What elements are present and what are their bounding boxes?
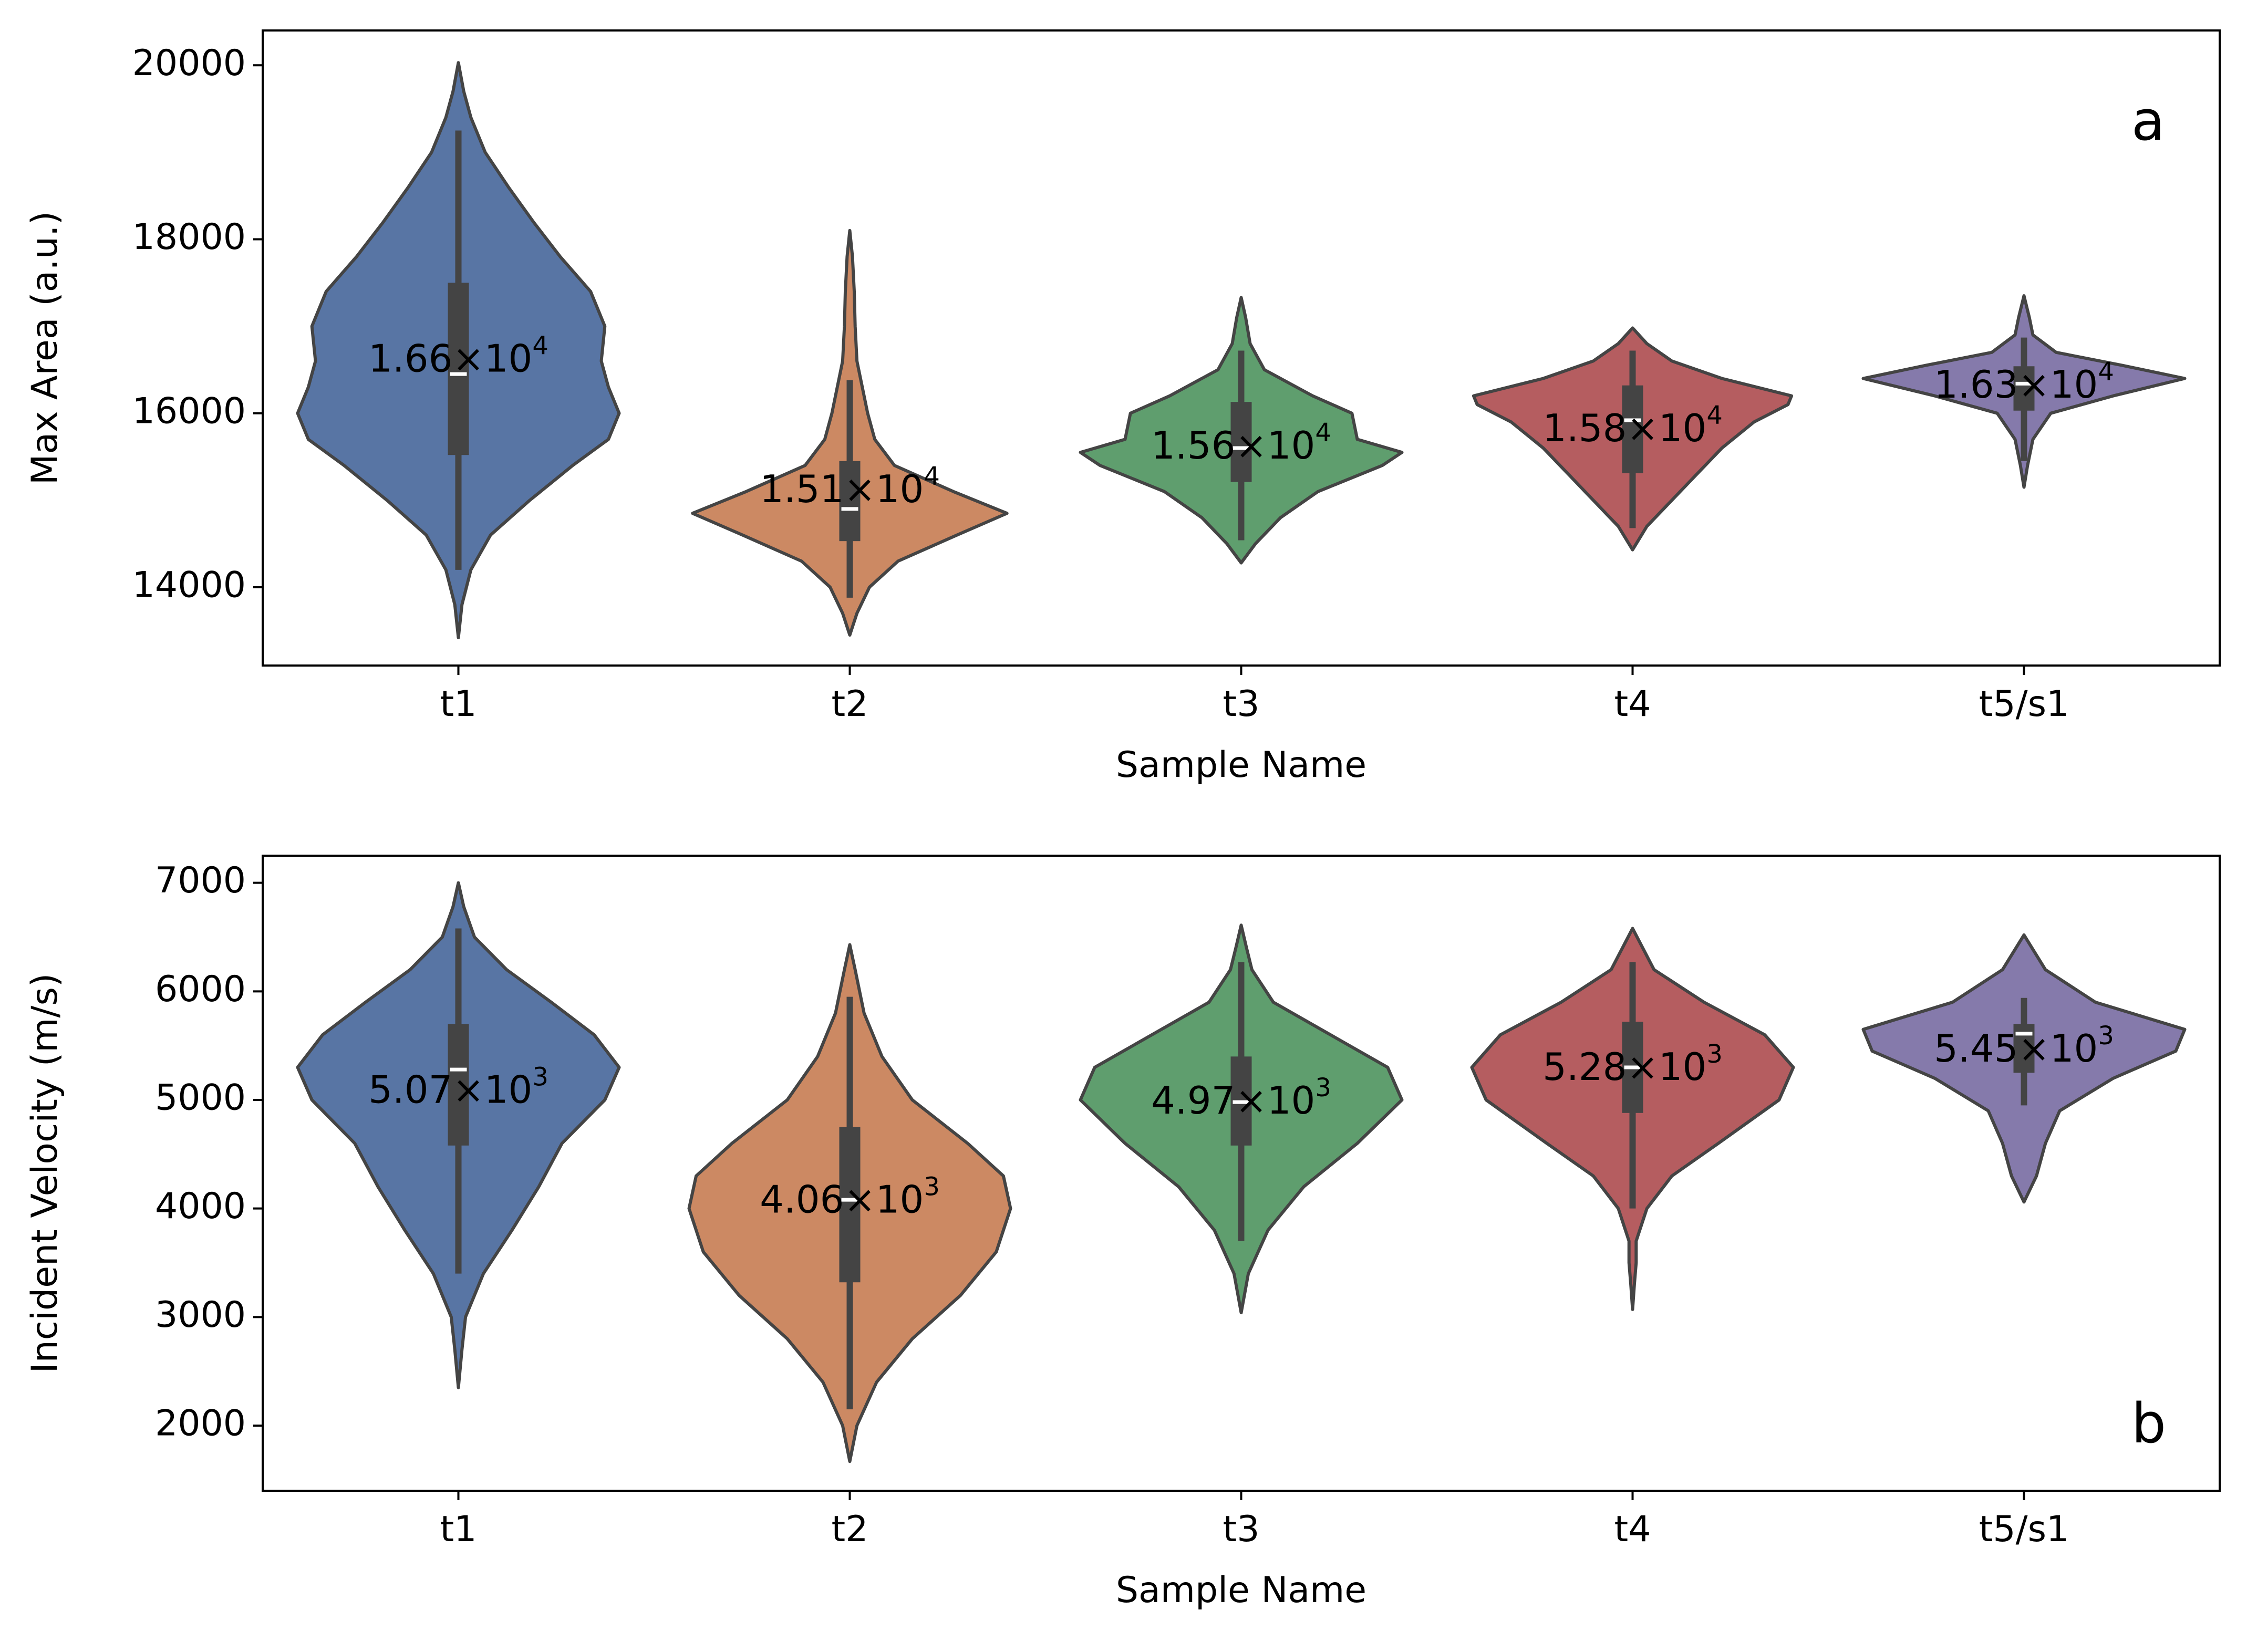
panel-a: 1.66×104 1.51×104 1.56×104 1.58×104 1.63×104… — [24, 29, 2221, 786]
violin-box — [839, 1127, 861, 1283]
y-tick-label: 18000 — [132, 216, 246, 258]
violin-t3: 4.97×103 — [1079, 923, 1404, 1315]
violin-box — [448, 283, 469, 455]
violin-t4: 1.58×104 — [1472, 326, 1794, 552]
violin-box — [448, 1024, 469, 1146]
violin-t4: 5.28×103 — [1470, 927, 1795, 1311]
mean-label: 1.51×104 — [760, 462, 940, 511]
violin-t5-s1: 1.63×104 — [1861, 294, 2187, 489]
y-tick-label: 7000 — [155, 860, 246, 901]
y-axis-title: Incident Velocity (m/s) — [24, 973, 66, 1374]
x-tick-label: t2 — [832, 1509, 868, 1550]
y-tick-label: 14000 — [132, 564, 246, 606]
violin-t5-s1: 5.45×103 — [1861, 933, 2187, 1204]
mean-label: 5.07×103 — [368, 1063, 548, 1112]
x-axis-title: Sample Name — [1116, 1570, 1366, 1611]
x-tick-label: t3 — [1223, 1509, 1260, 1550]
panel-letter: a — [2131, 89, 2165, 153]
x-tick-label: t1 — [440, 683, 477, 725]
mean-label: 1.63×104 — [1934, 357, 2114, 407]
violin-box — [1230, 402, 1252, 482]
x-tick-label: t5/s1 — [1979, 683, 2069, 725]
mean-label: 5.45×103 — [1934, 1021, 2114, 1071]
mean-label: 4.97×103 — [1151, 1073, 1331, 1123]
y-tick-label: 20000 — [132, 43, 246, 84]
y-tick-label: 3000 — [155, 1294, 246, 1336]
violin-box — [1622, 385, 1643, 473]
violin-t1: 5.07×103 — [296, 881, 621, 1389]
violin-t1: 1.66×104 — [296, 61, 621, 639]
x-tick-label: t2 — [832, 683, 868, 725]
panel-b: 5.07×103 4.06×103 4.97×103 5.28×103 5.45×103… — [24, 855, 2221, 1611]
violin-box — [839, 461, 861, 542]
y-tick-label: 5000 — [155, 1077, 246, 1119]
violin-t2: 1.51×104 — [691, 228, 1009, 637]
mean-label: 1.58×104 — [1542, 401, 1723, 450]
x-tick-label: t4 — [1614, 683, 1651, 725]
y-tick-label: 16000 — [132, 390, 246, 432]
x-tick-label: t4 — [1614, 1509, 1651, 1550]
y-tick-label: 2000 — [155, 1403, 246, 1445]
mean-label: 4.06×103 — [760, 1172, 940, 1221]
y-axis-title: Max Area (a.u.) — [24, 211, 66, 485]
violin-box — [2013, 366, 2035, 411]
x-tick-label: t5/s1 — [1979, 1509, 2069, 1550]
violin-t3: 1.56×104 — [1079, 296, 1404, 565]
y-tick-label: 6000 — [155, 969, 246, 1010]
x-tick-label: t3 — [1223, 683, 1260, 725]
x-axis-title: Sample Name — [1116, 744, 1366, 786]
violin-t2: 4.06×103 — [687, 943, 1012, 1463]
panel-letter: b — [2131, 1391, 2166, 1456]
mean-label: 1.66×104 — [368, 331, 548, 380]
mean-label: 5.28×103 — [1542, 1040, 1723, 1089]
mean-label: 1.56×104 — [1151, 418, 1331, 467]
y-tick-label: 4000 — [155, 1186, 246, 1227]
x-tick-label: t1 — [440, 1509, 477, 1550]
